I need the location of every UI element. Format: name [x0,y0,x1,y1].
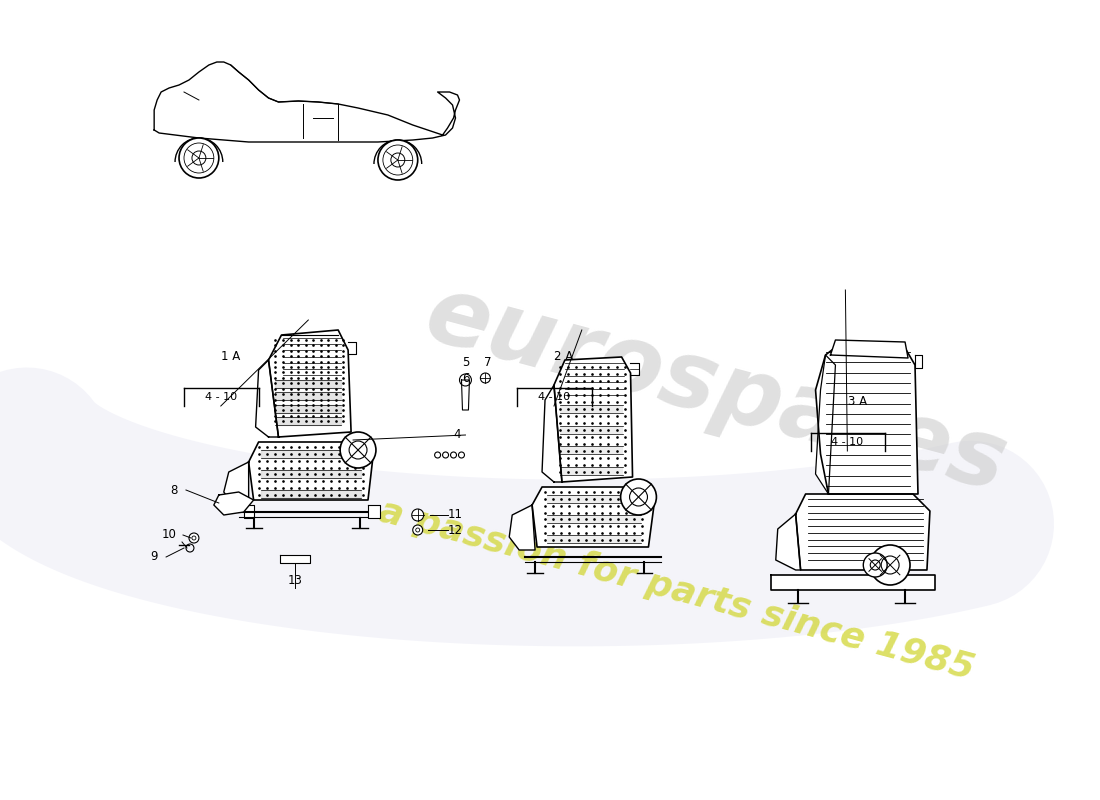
Polygon shape [815,345,918,494]
Text: 13: 13 [288,574,302,586]
Circle shape [340,432,376,468]
Circle shape [412,525,422,535]
Circle shape [378,140,418,180]
Polygon shape [560,426,623,434]
Polygon shape [830,340,908,358]
Polygon shape [509,505,535,550]
Circle shape [451,452,456,458]
Polygon shape [275,392,341,400]
Text: 8: 8 [170,483,178,497]
Text: a passion for parts since 1985: a passion for parts since 1985 [375,494,978,686]
Polygon shape [542,385,562,482]
Circle shape [442,452,449,458]
Circle shape [189,533,199,543]
Polygon shape [223,462,249,505]
Text: 4 - 10: 4 - 10 [538,392,570,402]
Polygon shape [771,575,935,590]
Text: 7: 7 [484,355,491,369]
Circle shape [459,452,464,458]
Text: 2 A: 2 A [554,350,573,363]
Polygon shape [275,380,341,388]
Polygon shape [213,492,254,515]
Polygon shape [776,514,801,570]
Text: 1 A: 1 A [221,350,241,363]
Text: 11: 11 [448,509,463,522]
Polygon shape [554,357,632,482]
Text: eurospares: eurospares [416,268,1016,512]
Polygon shape [275,417,341,425]
Circle shape [434,452,441,458]
Polygon shape [261,450,361,458]
Polygon shape [275,405,341,413]
Circle shape [870,545,910,585]
Polygon shape [244,505,254,518]
Polygon shape [462,380,470,410]
Polygon shape [560,405,623,413]
Polygon shape [154,62,460,142]
Polygon shape [261,490,361,498]
Polygon shape [815,355,835,494]
Polygon shape [249,442,373,500]
Circle shape [864,553,888,577]
Polygon shape [261,470,361,478]
Text: 4 - 10: 4 - 10 [832,437,864,447]
Text: 10: 10 [162,529,176,542]
Polygon shape [547,515,641,523]
Polygon shape [560,446,623,454]
Polygon shape [268,330,351,437]
Text: 5: 5 [462,355,469,369]
Polygon shape [368,505,379,518]
Polygon shape [255,360,278,437]
Circle shape [411,509,424,521]
Polygon shape [280,555,310,563]
Circle shape [620,479,657,515]
Circle shape [481,373,491,383]
Text: 4: 4 [454,429,461,442]
Text: 3 A: 3 A [848,395,867,408]
Circle shape [179,138,219,178]
Polygon shape [532,487,654,547]
Polygon shape [547,495,641,503]
Text: 6: 6 [462,371,470,385]
Text: 12: 12 [448,523,463,537]
Polygon shape [795,494,930,570]
Text: 4 - 10: 4 - 10 [205,392,236,402]
Text: 9: 9 [151,550,158,563]
Polygon shape [547,535,641,543]
Polygon shape [560,467,623,475]
